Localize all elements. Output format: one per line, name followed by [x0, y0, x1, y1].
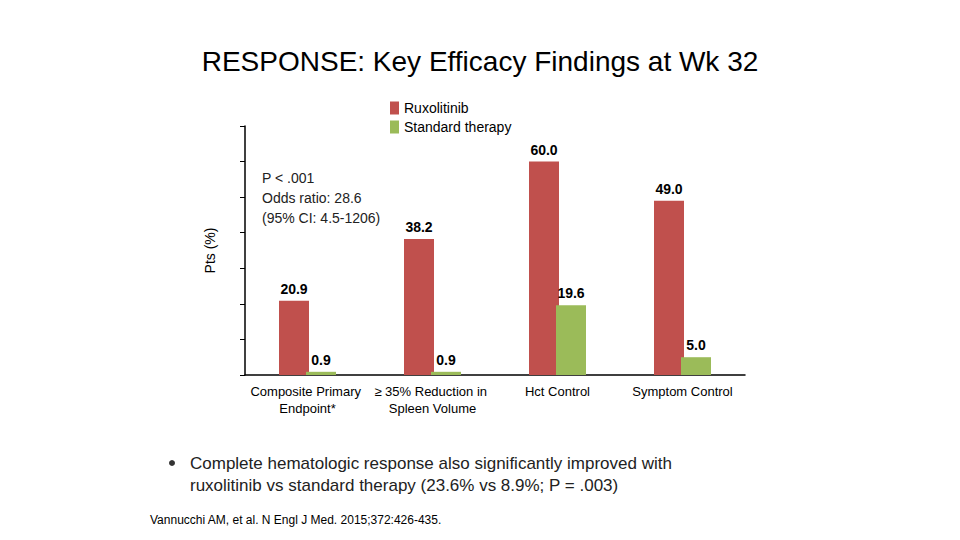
svg-text:Ruxolitinib: Ruxolitinib — [404, 100, 469, 116]
svg-text:19.6: 19.6 — [557, 285, 584, 301]
svg-text:Vannucchi AM, et al. N Engl J: Vannucchi AM, et al. N Engl J Med. 2015;… — [150, 513, 441, 527]
svg-text:≥ 35% Reduction in: ≥ 35% Reduction in — [374, 384, 490, 399]
svg-text:0.9: 0.9 — [436, 352, 456, 368]
svg-text:8.9%: 8.9% — [501, 476, 540, 495]
svg-text:49.0: 49.0 — [655, 181, 682, 197]
svg-text:Complete hematologic response: Complete hematologic response also signi… — [190, 454, 672, 473]
svg-text:ruxolitinib vs standard therap: ruxolitinib vs standard therapy ( — [190, 476, 427, 495]
svg-text:5.0: 5.0 — [686, 337, 706, 353]
svg-text:Hct Control: Hct Control — [525, 384, 590, 399]
svg-text:Odds ratio: 28.6: Odds ratio: 28.6 — [262, 190, 362, 206]
svg-text:RESPONSE: Key Efficacy Finding: RESPONSE: Key Efficacy Findings at Wk 32 — [202, 46, 759, 77]
svg-text:Symptom Control: Symptom Control — [632, 384, 733, 399]
svg-text:(95% CI: 4.5-1206): (95% CI: 4.5-1206) — [262, 210, 380, 226]
svg-text:P < .001: P < .001 — [262, 170, 315, 186]
svg-text:vs: vs — [474, 476, 500, 495]
svg-text:Pts (%): Pts (%) — [202, 228, 218, 274]
svg-text:Composite Primary: Composite Primary — [250, 384, 364, 399]
svg-text:Standard therapy: Standard therapy — [404, 119, 511, 135]
svg-text:60.0: 60.0 — [530, 142, 557, 158]
svg-text:Endpoint*: Endpoint* — [279, 401, 335, 416]
svg-text:; P = .003): ; P = .003) — [540, 476, 619, 495]
svg-text:Spleen Volume: Spleen Volume — [389, 401, 476, 416]
svg-text:20.9: 20.9 — [280, 281, 307, 297]
svg-text:23.6%: 23.6% — [426, 476, 474, 495]
svg-text:38.2: 38.2 — [405, 219, 432, 235]
svg-text:0.9: 0.9 — [311, 352, 331, 368]
